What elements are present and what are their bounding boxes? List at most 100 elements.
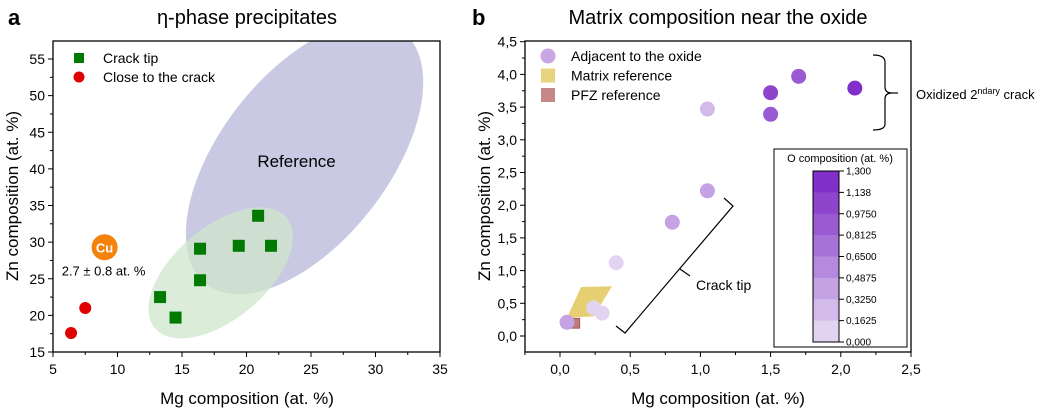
colorbar-segment	[813, 171, 839, 193]
y-tick-label: 0,0	[498, 328, 518, 344]
y-tick-label: 3,0	[498, 132, 518, 148]
crack-tip-label: Crack tip	[696, 277, 751, 293]
x-tick-label: 5	[49, 361, 57, 377]
colorbar-tick-label: 0,6500	[846, 252, 877, 263]
colorbar-tick-label: 0,4875	[846, 273, 877, 284]
panel-b-letter: b	[472, 5, 485, 30]
y-tick-label: 25	[29, 271, 45, 287]
x-tick-label: 35	[432, 361, 448, 377]
crack-tip-region	[148, 207, 293, 339]
x-tick-label: 1,0	[691, 361, 711, 377]
y-tick-label: 20	[29, 307, 45, 323]
x-tick-label: 0,0	[550, 361, 570, 377]
oxidized-crack-bracket	[872, 54, 893, 131]
adjacent-to-oxide-point	[559, 314, 575, 330]
close-to-crack-point	[79, 302, 92, 315]
y-tick-label: 40	[29, 161, 45, 177]
crack-tip-point	[154, 291, 167, 304]
x-tick-label: 30	[368, 361, 384, 377]
colorbar-segment	[813, 235, 839, 257]
cu-composition-label: 2.7 ± 0.8 at. %	[62, 264, 146, 279]
y-tick-label: 0,5	[498, 295, 518, 311]
colorbar-tick-label: 0,3250	[846, 295, 877, 306]
colorbar-tick-label: 1,300	[846, 167, 871, 178]
x-tick-label: 2,0	[831, 361, 851, 377]
legend-marker-adjacent	[540, 48, 556, 64]
colorbar-tick-label: 0,000	[846, 338, 871, 349]
y-tick-label: 1,5	[498, 230, 518, 246]
y-tick-label: 4,0	[498, 66, 518, 82]
legend-marker-reference	[541, 68, 555, 83]
panel-b-x-label: Mg composition (at. %)	[631, 389, 805, 408]
colorbar-tick-label: 0,9750	[846, 209, 877, 220]
oxidized-crack-label: Oxidized 2ndary crack	[916, 86, 1035, 102]
crack-tip-bracket	[615, 197, 734, 334]
crack-tip-bracket-tip	[679, 268, 691, 277]
y-tick-label: 1,0	[498, 263, 518, 279]
colorbar-title: O composition (at. %)	[787, 153, 893, 165]
close-to-crack-point	[65, 326, 78, 339]
adjacent-to-oxide-point	[763, 106, 779, 122]
colorbar-tick-label: 0,1625	[846, 316, 877, 327]
colorbar-frame	[773, 148, 908, 348]
colorbar-segment	[813, 213, 839, 236]
legend-marker-close-to-crack	[73, 71, 85, 83]
x-tick-label: 1,5	[761, 361, 781, 377]
adjacent-to-oxide-point	[699, 101, 715, 117]
crack-tip-point	[265, 239, 278, 252]
cu-badge-label: Cu	[96, 240, 113, 255]
y-tick-label: 2,5	[498, 165, 518, 181]
legend-label: Crack tip	[103, 50, 158, 66]
adjacent-to-oxide-point	[847, 80, 863, 96]
colorbar-segment	[813, 192, 839, 215]
y-tick-label: 2,0	[498, 197, 518, 213]
x-tick-label: 0,5	[620, 361, 640, 377]
colorbar-segment	[813, 299, 839, 321]
colorbar-tick-label: 1,138	[846, 188, 871, 199]
legend-marker-crack-tip	[74, 53, 84, 63]
crack-tip-point	[232, 239, 245, 252]
colorbar-segment	[813, 277, 839, 300]
adjacent-to-oxide-point	[699, 183, 715, 199]
panel-b-title: Matrix composition near the oxide	[568, 7, 867, 29]
crack-tip-point	[194, 274, 207, 287]
colorbar-tick-label: 0,8125	[846, 231, 877, 242]
y-tick-label: 3,5	[498, 99, 518, 115]
x-tick-label: 25	[303, 361, 319, 377]
adjacent-to-oxide-point	[594, 305, 610, 321]
y-tick-label: 50	[29, 88, 45, 104]
panel-b: b Matrix composition near the oxide 0,0 0…	[472, 5, 1035, 408]
colorbar-segment	[813, 256, 839, 279]
x-tick-label: 15	[174, 361, 190, 377]
panel-a-title: η-phase precipitates	[157, 7, 337, 29]
panel-a-x-label: Mg composition (at. %)	[160, 389, 334, 408]
legend-marker-reference	[541, 88, 555, 102]
adjacent-to-oxide-point	[763, 85, 779, 101]
y-tick-label: 15	[29, 344, 45, 360]
y-tick-label: 4,5	[498, 34, 518, 50]
crack-tip-point	[169, 311, 182, 324]
reference-region-label: Reference	[257, 152, 335, 171]
panel-b-y-label: Zn composition (at. %)	[475, 111, 494, 281]
panel-a-letter: a	[8, 5, 21, 30]
crack-tip-point	[252, 209, 265, 222]
crack-tip-point	[194, 242, 207, 255]
x-tick-label: 2,5	[901, 361, 921, 377]
adjacent-to-oxide-point	[664, 214, 680, 230]
legend-label: Close to the crack	[103, 69, 216, 85]
colorbar-segment	[813, 320, 839, 343]
x-tick-label: 10	[110, 361, 126, 377]
legend-label: Adjacent to the oxide	[571, 48, 702, 64]
y-tick-label: 45	[29, 124, 45, 140]
cu-badge	[91, 234, 118, 261]
legend-label: Matrix reference	[571, 68, 672, 84]
y-tick-label: 35	[29, 198, 45, 214]
panel-b-plot-frame	[524, 40, 912, 353]
adjacent-to-oxide-point	[608, 255, 624, 271]
y-tick-label: 30	[29, 234, 45, 250]
panel-a-y-label: Zn composition (at. %)	[3, 111, 22, 281]
adjacent-to-oxide-point	[791, 68, 807, 84]
legend-label: PFZ reference	[571, 87, 661, 103]
panel-a: a η-phase precipitates Reference 5 10 15 20…	[3, 5, 448, 408]
